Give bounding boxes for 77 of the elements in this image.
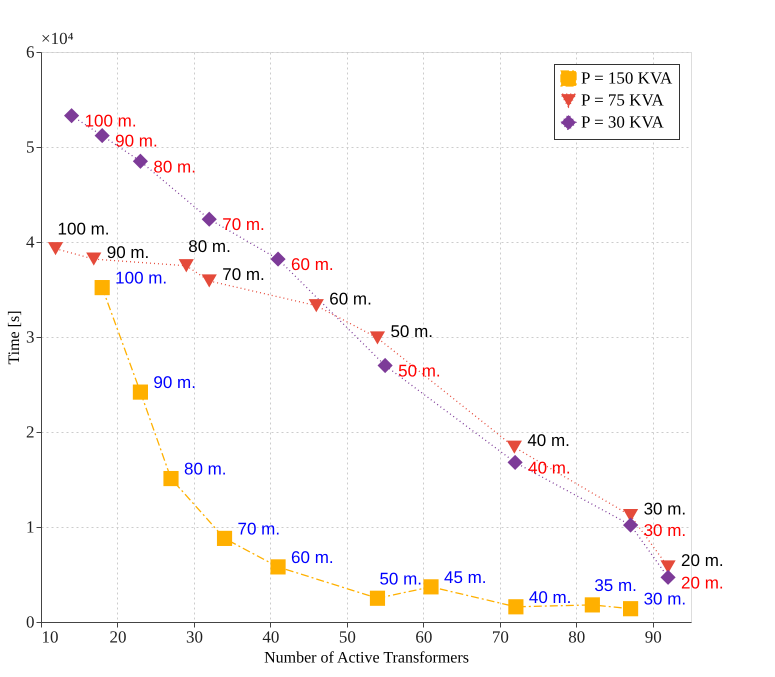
annotation: 80 m. [153, 157, 196, 176]
annotation: 40 m. [528, 458, 571, 478]
x-tick-label: 30 [186, 628, 203, 646]
point [508, 599, 524, 614]
annotation: 80 m. [184, 460, 227, 479]
y-tick-label: 3 [26, 328, 34, 346]
x-tick-label: 50 [338, 628, 356, 646]
point [94, 280, 110, 296]
y-tick-label: 4 [26, 232, 35, 252]
annotation: 100 m. [58, 220, 110, 239]
point [178, 259, 194, 272]
annotation: 60 m. [291, 255, 334, 274]
annotation: 100 m. [84, 112, 137, 131]
annotation: 90 m. [115, 132, 158, 151]
text: ×10⁴ [41, 29, 74, 48]
x-tick-label: 60 [415, 628, 432, 646]
annotation: 70 m. [222, 215, 265, 234]
y-tick-label: 0 [26, 612, 34, 632]
point [623, 518, 638, 533]
point [623, 601, 638, 616]
x-tick-label: 80 [568, 628, 586, 646]
x-tick-label: 10 [42, 628, 58, 646]
x-tick-label: 70 [492, 628, 509, 646]
legend-label: P = 150 KVA [581, 68, 674, 88]
x-axis-title: Number of Active Transformers [264, 650, 469, 666]
legend-label: P = 30 KVA [581, 112, 665, 132]
point [64, 108, 80, 124]
annotation: 90 m. [106, 243, 150, 262]
annotation: 60 m. [329, 290, 372, 309]
annotation: 45 m. [444, 568, 487, 587]
point [94, 128, 110, 144]
point [202, 274, 217, 288]
x-tick-label: 40 [262, 628, 280, 646]
annotation: 35 m. [594, 576, 637, 595]
point [163, 470, 179, 486]
point [270, 252, 286, 267]
y-tick-label: 2 [26, 422, 34, 442]
y-axis-title: Time [s] [6, 310, 23, 365]
y-tick-label: 5 [26, 138, 34, 156]
annotation: 20 m. [681, 573, 724, 592]
point [423, 579, 439, 594]
y-tick-label: 1 [26, 518, 34, 536]
point [584, 597, 600, 612]
annotation: 30 m. [644, 590, 686, 609]
annotation: 60 m. [291, 548, 334, 567]
annotation: 30 m. [644, 500, 686, 519]
point [506, 440, 522, 454]
annotation: 40 m. [527, 431, 570, 450]
annotation: 50 m. [398, 362, 441, 380]
point [132, 154, 148, 169]
x-tick-label: 20 [109, 628, 126, 646]
annotation: 40 m. [528, 588, 572, 607]
annotation: 90 m. [153, 373, 196, 392]
annotation: 50 m. [390, 322, 433, 341]
x-tick-label: 90 [644, 628, 662, 646]
point [370, 331, 386, 345]
annotation: 30 m. [644, 521, 686, 540]
point [132, 384, 148, 400]
point [270, 559, 286, 574]
annotation: 100 m. [115, 268, 168, 288]
y-tick-label: 6 [26, 42, 34, 62]
annotation: 20 m. [681, 550, 724, 570]
point [660, 560, 676, 574]
point [308, 299, 324, 312]
annotation: 50 m. [379, 569, 422, 588]
point [86, 252, 102, 266]
annotation: 70 m. [222, 264, 265, 284]
point [216, 530, 232, 546]
point [660, 570, 676, 585]
point [370, 590, 386, 606]
point [508, 454, 523, 470]
annotation: 80 m. [188, 236, 231, 256]
point [202, 212, 217, 227]
point [48, 242, 64, 256]
legend-label: P = 75 KVA [581, 90, 665, 110]
annotation: 70 m. [238, 519, 280, 538]
point [378, 358, 393, 374]
